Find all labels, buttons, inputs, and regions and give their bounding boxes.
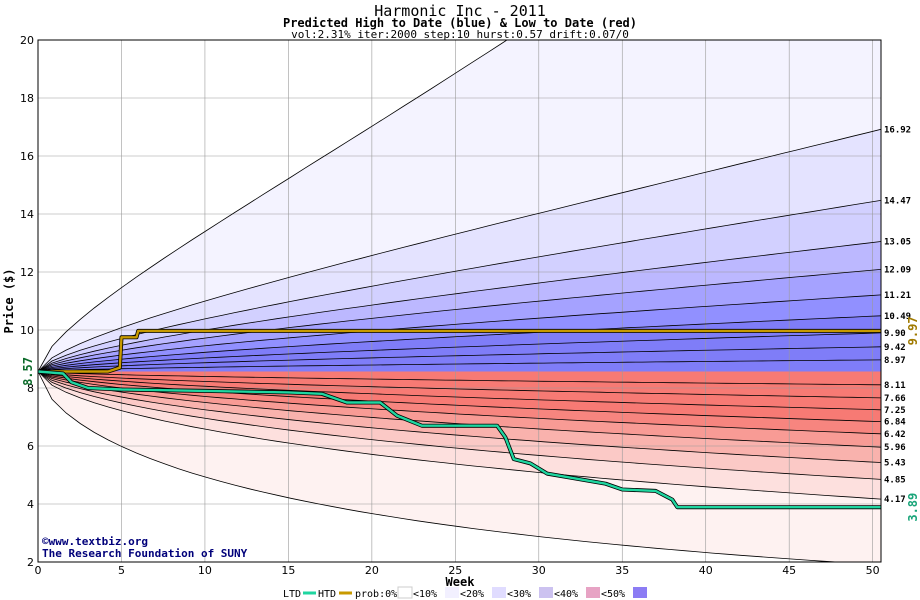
quantile-line <box>38 359 881 372</box>
y-tick-label: 20 <box>20 34 34 47</box>
legend-bin-swatch <box>445 587 459 598</box>
ltd-end-label: 3.89 <box>906 493 920 522</box>
quantile-end-label: 12.09 <box>884 265 911 275</box>
y-tick-label: 10 <box>20 324 34 337</box>
credit-url: ©www.textbiz.org <box>42 535 148 548</box>
plot-border <box>37 39 882 563</box>
x-tick-label: 30 <box>532 564 546 577</box>
quantile-line <box>38 269 881 372</box>
x-axis-ticks: 0 5 10 15 20 25 30 35 40 45 50 <box>35 564 880 577</box>
x-tick-label: 20 <box>365 564 379 577</box>
x-axis-label: Week <box>446 575 476 589</box>
quantile-lines <box>38 40 881 562</box>
quantile-end-label: 7.66 <box>884 394 906 404</box>
legend-bin-label: <40% <box>554 589 578 600</box>
legend-bin-label: <30% <box>507 589 531 600</box>
y-axis-ticks: 2 4 6 8 10 12 14 16 18 20 <box>20 34 34 569</box>
quantile-end-label: 4.85 <box>884 475 906 485</box>
quantile-end-label: 9.90 <box>884 329 906 339</box>
quantile-line <box>38 315 881 372</box>
x-tick-label: 0 <box>35 564 42 577</box>
quantile-line <box>38 371 881 399</box>
y-axis-label: Price ($) <box>2 268 16 333</box>
quantile-end-label: 8.97 <box>884 356 906 366</box>
quantile-line <box>38 371 843 562</box>
quantile-line <box>38 346 881 372</box>
quantile-line <box>38 241 881 372</box>
start-price-label: 8.57 <box>21 357 35 386</box>
x-tick-label: 25 <box>448 564 462 577</box>
legend-bin-label: <20% <box>460 589 484 600</box>
x-tick-label: 45 <box>782 564 796 577</box>
quantile-end-label: 10.49 <box>884 312 911 322</box>
quantile-end-label: 4.17 <box>884 495 906 505</box>
quantile-end-label: 5.96 <box>884 443 906 453</box>
x-tick-label: 50 <box>866 564 880 577</box>
quantile-line <box>38 371 881 500</box>
legend-bin-swatch <box>397 586 413 599</box>
legend-bins: <10% <20% <30% <40% <50% <box>397 586 647 600</box>
y-tick-label: 14 <box>20 208 34 221</box>
series-lines <box>38 328 881 510</box>
quantile-line <box>38 294 881 372</box>
lower-band <box>38 371 881 385</box>
y-tick-label: 6 <box>27 440 34 453</box>
quantile-line <box>38 371 881 463</box>
legend-htd-label: HTD <box>318 589 336 600</box>
legend-bin-swatch <box>492 587 506 598</box>
quantile-line <box>38 200 881 372</box>
x-tick-label: 15 <box>281 564 295 577</box>
y-tick-label: 2 <box>27 556 34 569</box>
quantile-end-label: 8.11 <box>884 381 906 391</box>
quantile-end-label: 11.21 <box>884 291 911 301</box>
quantile-end-label: 6.42 <box>884 430 906 440</box>
quantile-end-labels: 8.97 9.42 9.90 10.49 11.21 12.09 13.05 14.47 16.… <box>884 125 911 505</box>
htd-end-label: 9.97 <box>906 316 920 345</box>
quantile-line <box>38 332 881 372</box>
legend-ltd-label: LTD <box>283 589 301 600</box>
legend-bin-swatch <box>633 587 647 598</box>
plot-area <box>37 39 882 563</box>
y-tick-label: 18 <box>20 92 34 105</box>
quantile-end-label: 6.84 <box>884 418 906 428</box>
credit-org: The Research Foundation of SUNY <box>42 547 248 560</box>
quantile-end-label: 7.25 <box>884 406 906 416</box>
quantile-end-label: 13.05 <box>884 238 911 248</box>
chart-title: Harmonic Inc - 2011 <box>374 2 546 20</box>
legend-bin-swatch <box>539 587 553 598</box>
y-tick-label: 8 <box>27 382 34 395</box>
quantile-line <box>38 371 881 411</box>
quantile-line <box>38 371 881 386</box>
htd-line <box>38 329 881 373</box>
x-tick-label: 35 <box>615 564 629 577</box>
legend: LTD HTD prob:0% <10% <20% <30% <40% <50% <box>283 586 647 600</box>
legend-bin-swatch <box>586 587 600 598</box>
y-tick-label: 12 <box>20 266 34 279</box>
probability-bands <box>38 40 881 562</box>
quantile-end-label: 9.42 <box>884 343 906 353</box>
chart-params: vol:2.31% iter:2000 step:10 hurst:0.57 d… <box>291 28 629 41</box>
ltd-line <box>38 370 881 509</box>
legend-bin-label: <10% <box>413 589 437 600</box>
x-tick-label: 10 <box>198 564 212 577</box>
quantile-line <box>38 371 881 480</box>
quantile-end-label: 14.47 <box>884 196 911 206</box>
quantile-end-label: 16.92 <box>884 125 911 135</box>
quantile-line <box>38 128 881 372</box>
y-tick-label: 16 <box>20 150 34 163</box>
chart-subtitle: Predicted High to Date (blue) & Low to D… <box>283 16 637 30</box>
quantile-end-label: 5.43 <box>884 459 906 469</box>
x-tick-label: 40 <box>699 564 713 577</box>
quantile-line <box>38 371 881 435</box>
legend-bin-label: <50% <box>601 589 625 600</box>
legend-prob-label: prob:0% <box>355 589 397 600</box>
x-tick-label: 5 <box>118 564 125 577</box>
y-tick-label: 4 <box>27 498 34 511</box>
upper-band <box>38 359 881 372</box>
quantile-line <box>38 40 508 372</box>
